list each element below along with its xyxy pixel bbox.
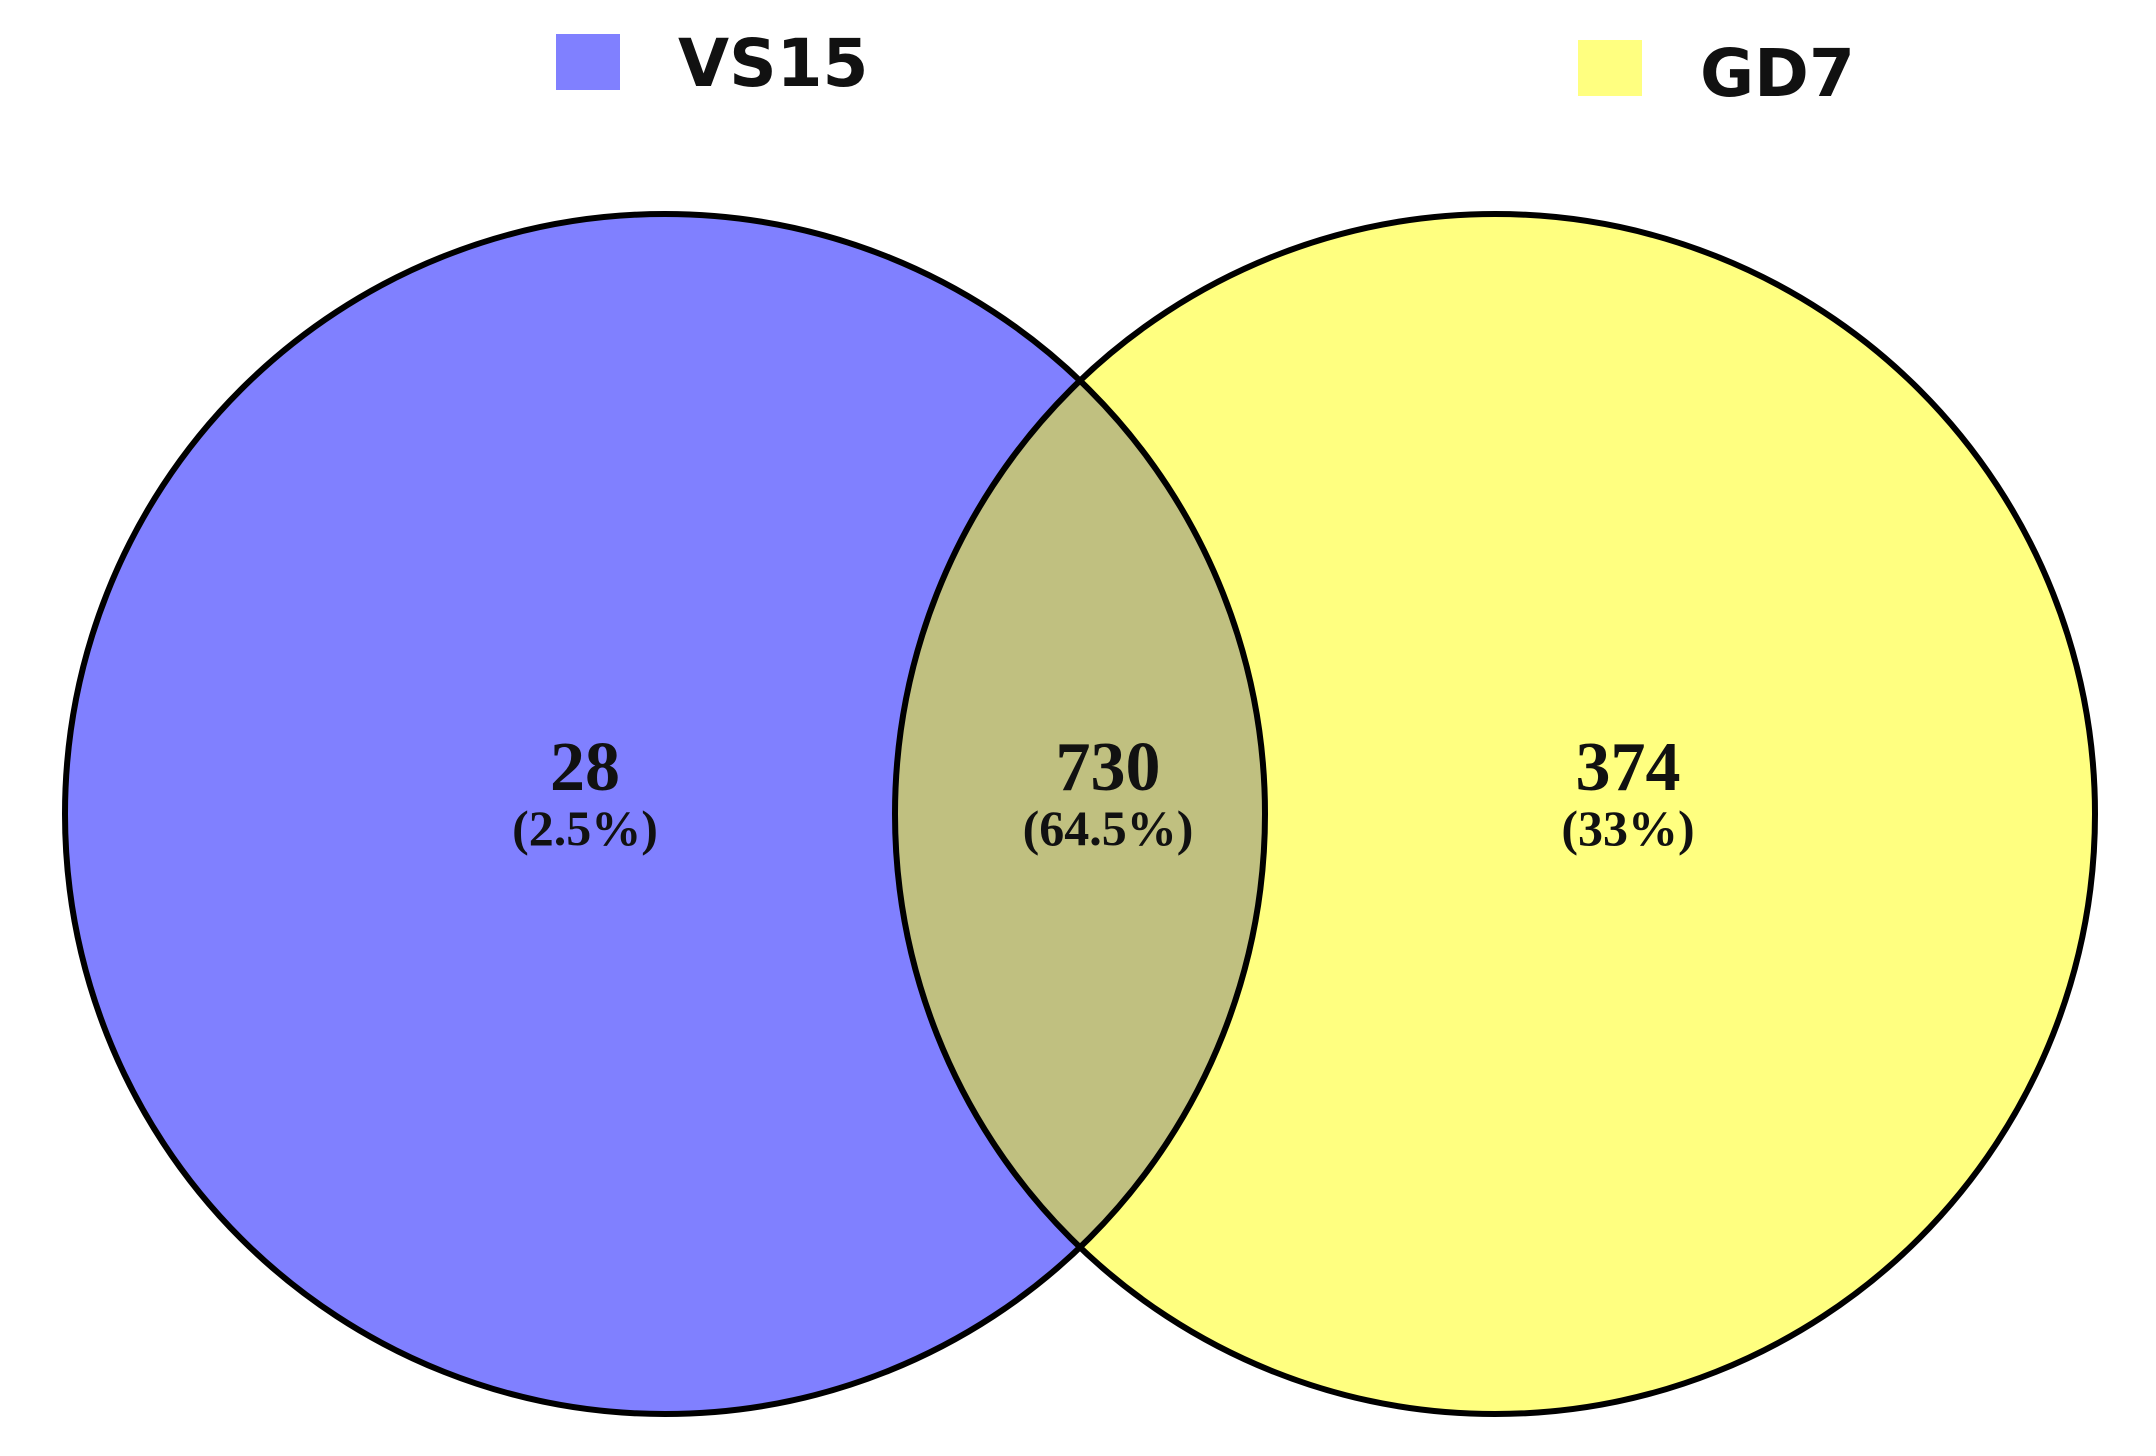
both-percent: (64.5%) xyxy=(1023,800,1194,856)
legend-swatch-gd7 xyxy=(1578,40,1642,96)
legend-label-vs15: VS15 xyxy=(678,25,868,102)
vs15-only-count: 28 xyxy=(550,729,620,806)
legend: VS15 GD7 xyxy=(556,25,1855,112)
circle-vs15-outline xyxy=(62,211,1268,1417)
legend-swatch-vs15 xyxy=(556,34,620,90)
vs15-only-percent: (2.5%) xyxy=(512,800,658,856)
legend-label-gd7: GD7 xyxy=(1700,35,1855,112)
gd7-only-count: 374 xyxy=(1576,729,1681,806)
circle-vs15 xyxy=(65,214,1265,1414)
circle-gd7-outline xyxy=(892,211,2098,1417)
circle-gd7 xyxy=(895,214,2095,1414)
gd7-only-percent: (33%) xyxy=(1561,800,1694,856)
both-count: 730 xyxy=(1056,729,1161,806)
